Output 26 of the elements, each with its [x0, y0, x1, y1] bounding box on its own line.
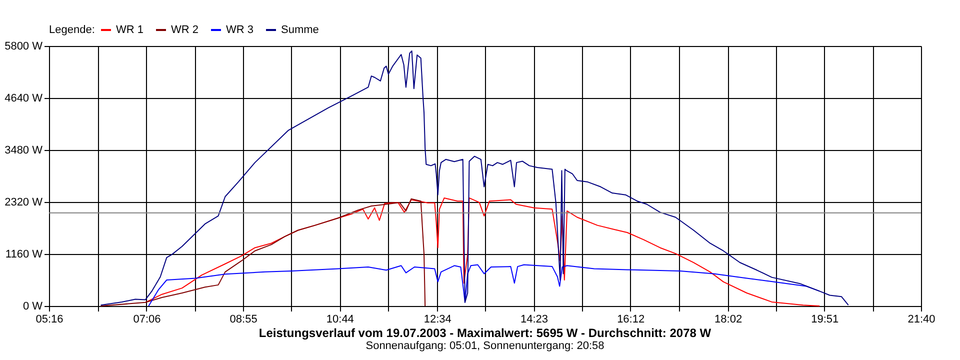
text: Leistungsverlauf vom 19.07.2003 - Maximalwert: 5695 W - Durchschnitt: 2078 W: [258, 326, 712, 340]
text: Sonnenaufgang: 05:01, Sonnenuntergang: 20:58: [366, 340, 604, 352]
x-tick-label: 10:44: [326, 314, 354, 326]
x-tick-label: 14:23: [520, 314, 548, 326]
x-tick-label: 12:34: [424, 314, 452, 326]
y-tick-label: 3480 W: [4, 144, 44, 156]
y-tick-label: 2320 W: [4, 196, 44, 208]
legend-label: WR 2: [171, 24, 198, 36]
legend-label: Summe: [281, 24, 319, 36]
y-tick-label: 4640 W: [4, 92, 44, 104]
line-series: [144, 197, 820, 306]
x-tick-label: 19:51: [811, 314, 839, 326]
legend-label: WR 1: [116, 24, 144, 36]
line-series: [100, 50, 849, 306]
y-tick-label: 5800 W: [4, 40, 44, 52]
legend-label: WR 3: [226, 24, 254, 36]
x-tick-label: 08:55: [230, 314, 258, 326]
y-tick-label: 0 W: [22, 300, 44, 312]
x-tick-label: 07:06: [133, 314, 161, 326]
x-tick-label: 18:02: [714, 314, 742, 326]
line-series: [100, 198, 426, 306]
y-tick-label: 1160 W: [5, 248, 44, 260]
x-tick-label: 21:40: [908, 314, 936, 326]
x-tick-label: 05:16: [36, 314, 64, 326]
legend-title: Legende:: [49, 24, 95, 36]
x-tick-label: 16:12: [617, 314, 645, 326]
